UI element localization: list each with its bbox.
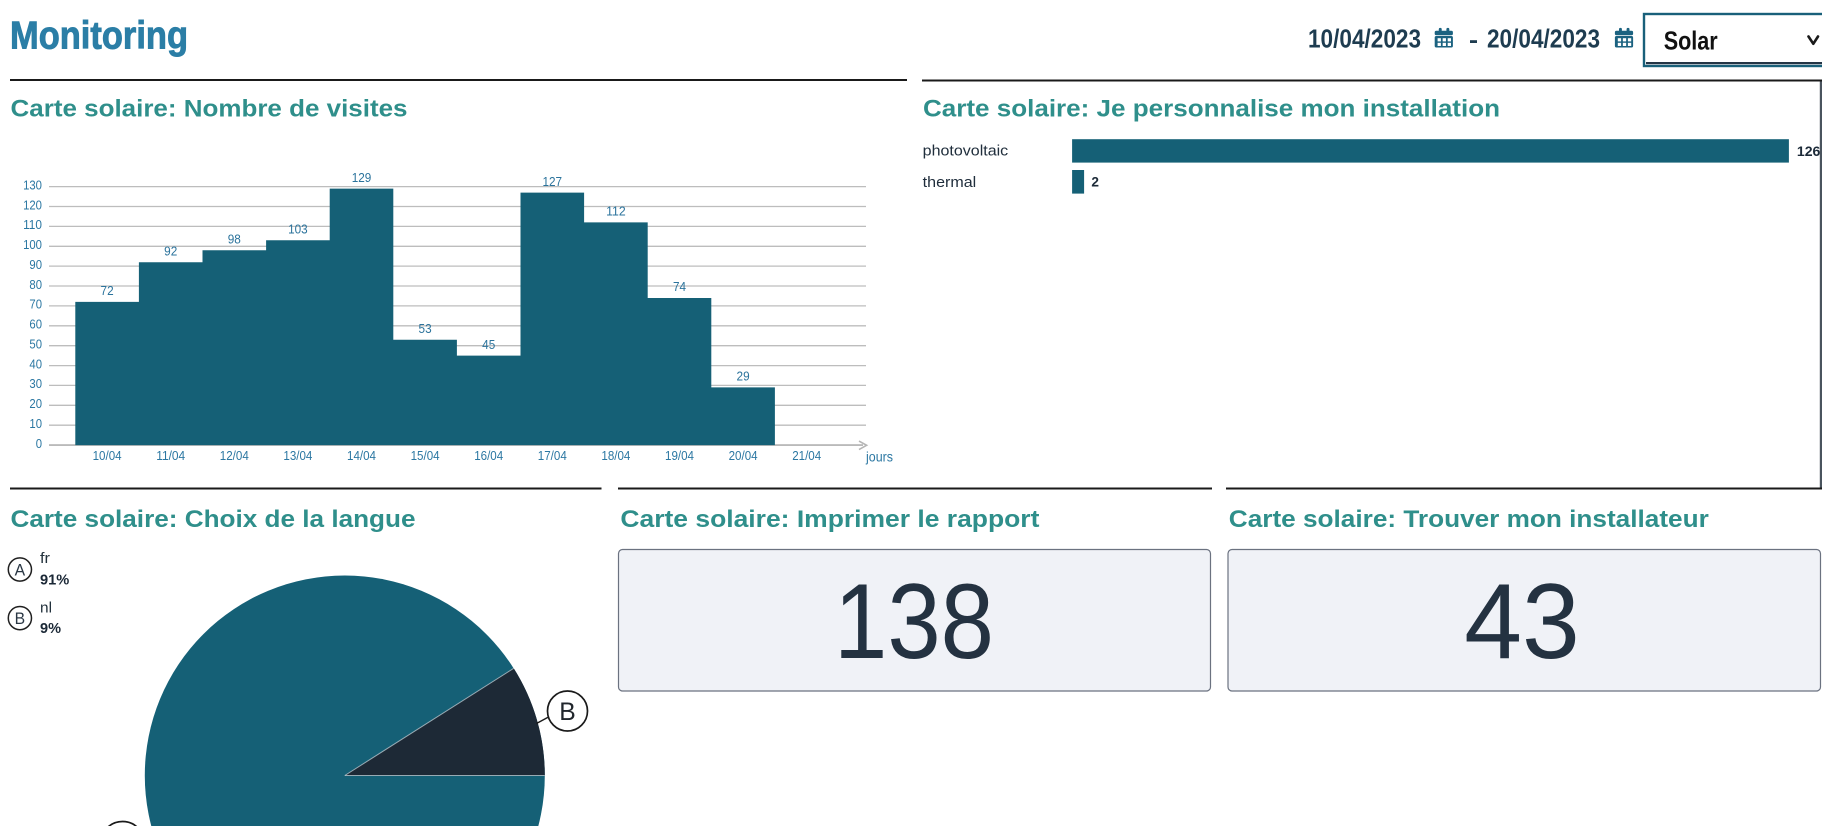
svg-text:110: 110 [23,217,42,232]
svg-text:Carte solaire: Je personnalise: Carte solaire: Je personnalise mon insta… [923,95,1500,122]
svg-text:12/04: 12/04 [220,448,249,463]
svg-text:13/04: 13/04 [283,448,312,463]
svg-text:Carte solaire: Nombre de visit: Carte solaire: Nombre de visites [11,95,408,122]
svg-text:19/04: 19/04 [665,448,694,463]
svg-text:jours: jours [865,448,893,464]
svg-text:photovoltaic: photovoltaic [923,143,1009,160]
svg-text:thermal: thermal [923,174,977,191]
svg-text:fr: fr [40,550,50,567]
svg-text:45: 45 [482,337,495,352]
svg-text:Solar: Solar [1664,26,1718,56]
svg-text:Carte solaire: Trouver mon ins: Carte solaire: Trouver mon installateur [1229,506,1709,533]
svg-text:112: 112 [606,204,626,219]
svg-text:72: 72 [101,283,114,298]
svg-text:60: 60 [29,317,42,332]
svg-text:74: 74 [673,279,686,294]
svg-text:A: A [15,561,26,580]
svg-text:17/04: 17/04 [538,448,567,463]
svg-text:B: B [15,609,26,628]
svg-text:127: 127 [543,174,563,189]
svg-text:10/04: 10/04 [93,448,122,463]
svg-text:10: 10 [29,416,42,431]
svg-text:130: 130 [23,177,42,192]
svg-text:20/04: 20/04 [729,448,758,463]
svg-text:53: 53 [419,321,432,336]
svg-text:9%: 9% [40,620,61,637]
svg-text:50: 50 [29,337,42,352]
svg-text:129: 129 [352,170,372,185]
svg-text:103: 103 [288,222,308,237]
svg-text:40: 40 [29,356,42,371]
svg-text:120: 120 [23,197,42,212]
svg-text:29: 29 [737,369,750,384]
svg-text:98: 98 [228,231,241,246]
svg-text:Carte solaire: Choix de la lan: Carte solaire: Choix de la langue [11,506,416,533]
svg-text:21/04: 21/04 [792,448,821,463]
svg-text:126: 126 [1797,143,1821,159]
svg-text:11/04: 11/04 [156,448,185,463]
svg-text:70: 70 [29,297,42,312]
svg-text:B: B [559,698,576,726]
svg-text:nl: nl [40,600,52,617]
svg-text:2: 2 [1091,174,1099,190]
svg-text:43: 43 [1464,561,1580,681]
svg-text:20/04/2023: 20/04/2023 [1487,26,1600,54]
svg-text:100: 100 [23,237,42,252]
svg-text:16/04: 16/04 [474,448,503,463]
svg-text:10/04/2023: 10/04/2023 [1308,26,1421,54]
svg-text:91%: 91% [40,571,69,588]
svg-text:Monitoring: Monitoring [10,15,188,58]
svg-text:18/04: 18/04 [601,448,630,463]
svg-text:80: 80 [29,277,42,292]
svg-text:0: 0 [36,436,42,451]
svg-text:15/04: 15/04 [411,448,440,463]
svg-text:14/04: 14/04 [347,448,376,463]
svg-text:92: 92 [164,243,177,258]
svg-text:20: 20 [29,396,42,411]
svg-text:Carte solaire: Imprimer le rap: Carte solaire: Imprimer le rapport [620,506,1039,533]
svg-text:138: 138 [834,561,994,681]
svg-text:30: 30 [29,376,42,391]
svg-text:90: 90 [29,257,42,272]
